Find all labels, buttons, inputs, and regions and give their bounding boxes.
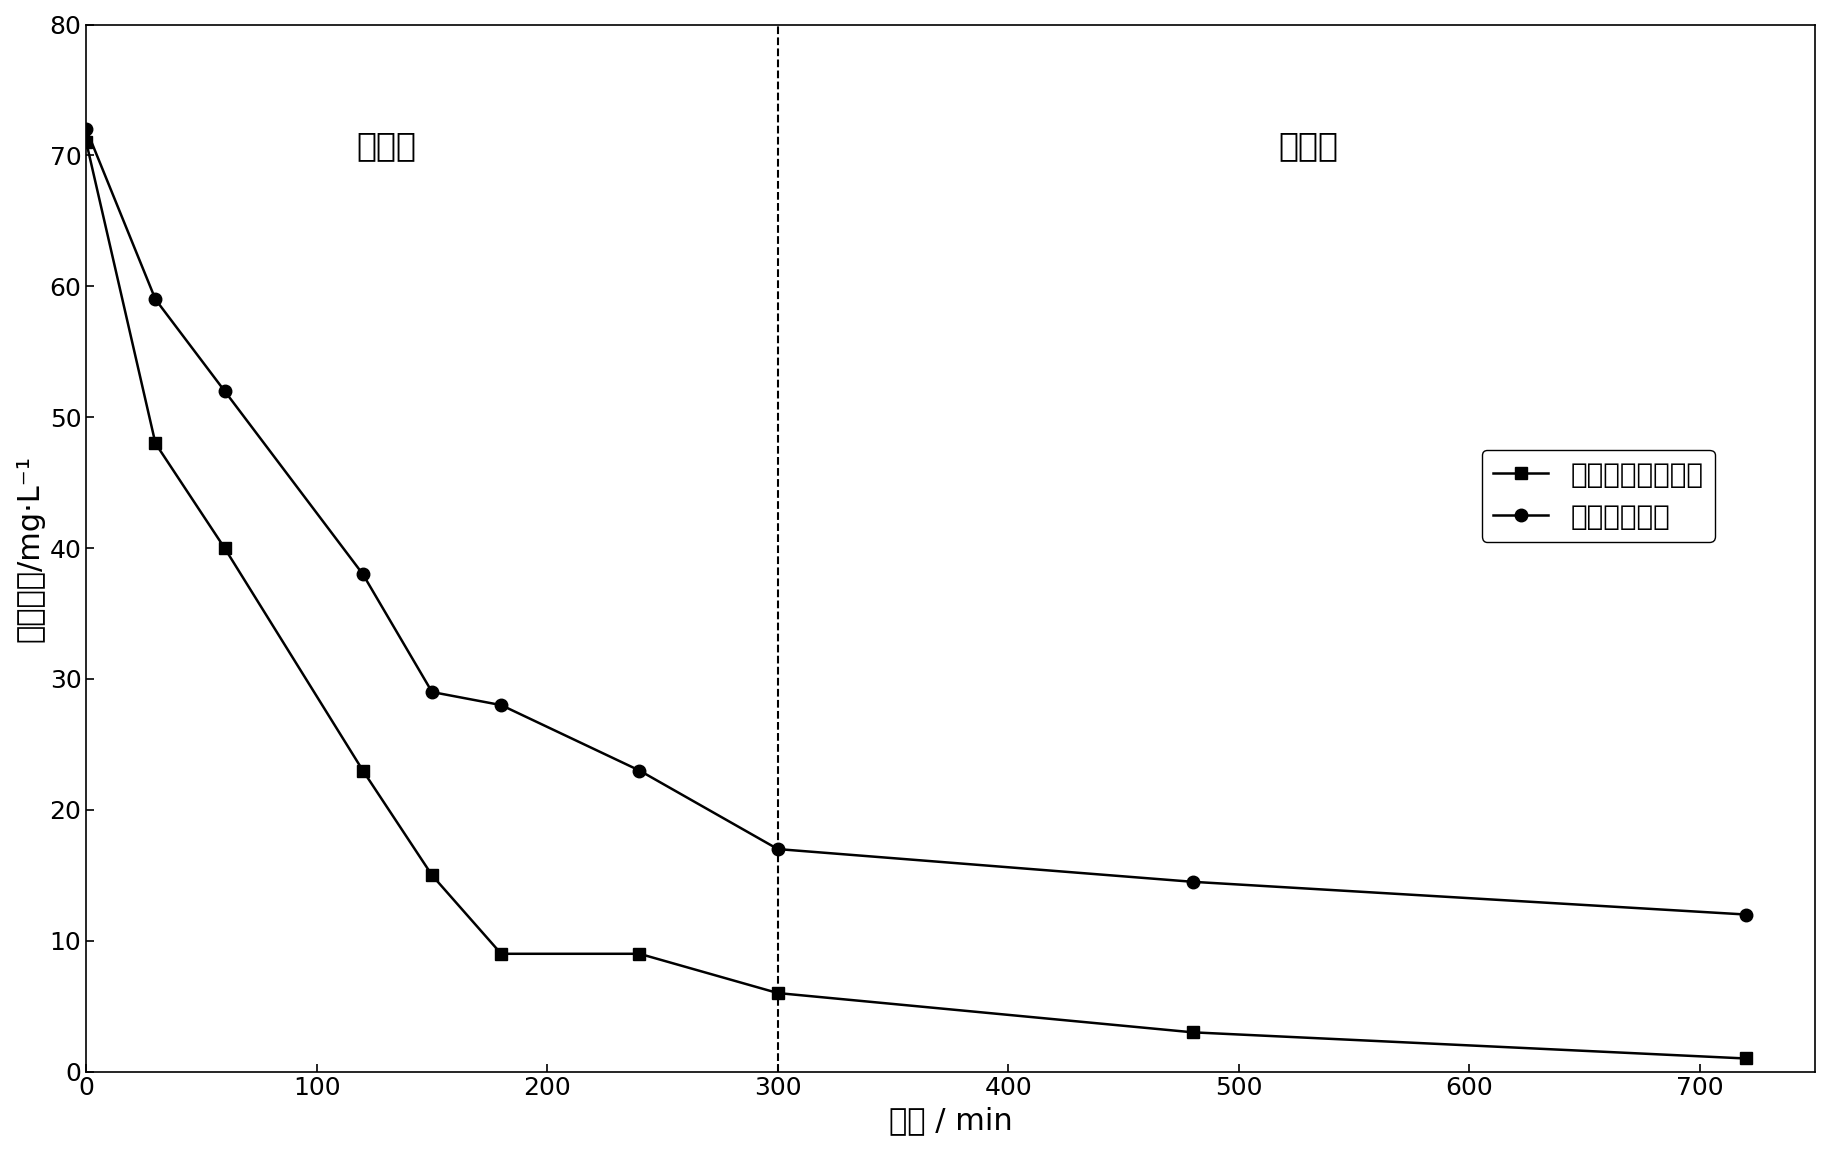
普通活性污泥: [490, 698, 512, 712]
X-axis label: 时间 / min: 时间 / min: [889, 1106, 1012, 1135]
Y-axis label: 氨氮浓度/mg·L⁻¹: 氨氮浓度/mg·L⁻¹: [15, 454, 44, 642]
普通活性污泥: [1182, 875, 1204, 889]
普通活性污泥: [628, 764, 650, 777]
普通活性污泥: [75, 122, 97, 136]
普通活性污泥: [1735, 907, 1757, 921]
普通活性污泥: [214, 384, 236, 398]
普通活性污泥: [421, 685, 443, 699]
聚氨酯固定硝化菌: [628, 946, 650, 960]
Text: 降解期: 降解期: [355, 129, 415, 162]
聚氨酯固定硝化菌: [214, 542, 236, 555]
聚氨酯固定硝化菌: [75, 136, 97, 150]
聚氨酯固定硝化菌: [1735, 1051, 1757, 1065]
普通活性污泥: [145, 292, 167, 306]
普通活性污泥: [351, 567, 373, 581]
聚氨酯固定硝化菌: [351, 764, 373, 777]
聚氨酯固定硝化菌: [1182, 1026, 1204, 1040]
Text: 稳定期: 稳定期: [1277, 129, 1338, 162]
聚氨酯固定硝化菌: [767, 987, 789, 1000]
普通活性污泥: [767, 842, 789, 856]
Legend: 聚氨酯固定硝化菌, 普通活性污泥: 聚氨酯固定硝化菌, 普通活性污泥: [1482, 450, 1715, 542]
聚氨酯固定硝化菌: [145, 437, 167, 451]
Line: 普通活性污泥: 普通活性污泥: [81, 123, 1751, 921]
聚氨酯固定硝化菌: [490, 946, 512, 960]
Line: 聚氨酯固定硝化菌: 聚氨酯固定硝化菌: [81, 136, 1751, 1065]
聚氨酯固定硝化菌: [421, 868, 443, 882]
